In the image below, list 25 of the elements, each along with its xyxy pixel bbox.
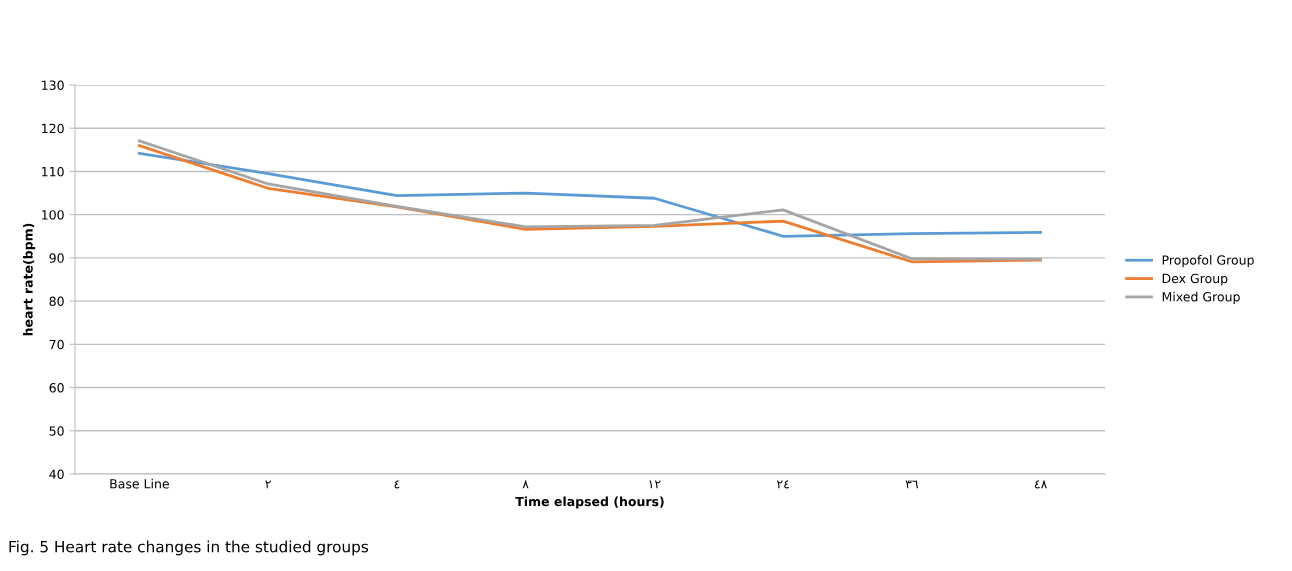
legend-label: Propofol Group xyxy=(1162,255,1254,268)
y-tick-label: 50 xyxy=(49,426,64,436)
y-tick-label: 80 xyxy=(49,296,64,307)
y-tick-label: 110 xyxy=(42,166,64,177)
caption: Fig. 5 Heart rate changes in the studied groups xyxy=(9,540,369,556)
x-tick-label: ٢٤ xyxy=(776,480,789,489)
x-axis-title: Time elapsed (hours) xyxy=(515,496,664,509)
legend-label: Dex Group xyxy=(1162,273,1228,286)
x-tick-label: ٢ xyxy=(265,480,271,489)
y-tick-label: 40 xyxy=(49,469,64,479)
y-tick-label: 70 xyxy=(49,339,64,350)
x-tick-label: ١٢ xyxy=(649,480,661,489)
y-axis-title: heart rate(bpm) xyxy=(23,223,36,336)
x-tick-label: ٣٦ xyxy=(905,480,919,489)
x-tick-label: ٨ xyxy=(522,480,529,489)
x-tick-label: ٤٨ xyxy=(1034,480,1047,489)
y-tick-label: 100 xyxy=(42,210,64,220)
y-tick-label: 130 xyxy=(42,80,64,90)
y-tick-label: 60 xyxy=(49,383,64,393)
y-tick-label: 90 xyxy=(49,253,64,263)
x-tick-label: ٤ xyxy=(394,480,400,489)
legend-label: Mixed Group xyxy=(1162,291,1240,304)
y-tick-label: 120 xyxy=(42,123,64,134)
x-tick-label: Base Line xyxy=(110,478,169,489)
line-series xyxy=(137,151,1043,238)
